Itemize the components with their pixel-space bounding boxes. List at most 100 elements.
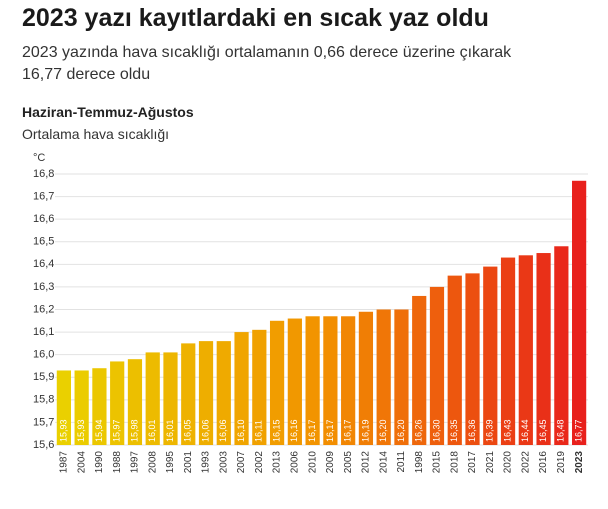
chart-heading: Haziran-Temmuz-Ağustos [22, 104, 194, 120]
value-label: 16,06 [200, 419, 210, 442]
value-label: 15,98 [129, 419, 139, 442]
bar [145, 352, 160, 445]
x-tick-label: 1988 [112, 451, 123, 474]
value-label: 16,44 [520, 419, 530, 442]
bar [181, 343, 196, 445]
x-tick-label: 2009 [325, 451, 336, 474]
value-label: 16,17 [307, 419, 317, 442]
x-tick-label: 2014 [378, 451, 389, 474]
x-tick-label: 2013 [272, 451, 283, 474]
bar [536, 253, 551, 445]
x-tick-label: 1995 [165, 451, 176, 474]
bar [56, 370, 71, 445]
bar [465, 273, 480, 445]
y-tick-label: 16,3 [33, 281, 54, 293]
bar [572, 180, 587, 445]
x-tick-label: 2003 [218, 451, 229, 474]
y-tick-label: 16,8 [33, 168, 54, 180]
x-tick-label: 2021 [485, 451, 496, 474]
x-tick-label: 2008 [147, 451, 158, 474]
bar [554, 246, 569, 445]
y-tick-label: 16,1 [33, 326, 54, 338]
value-label: 16,17 [325, 419, 335, 442]
bar [412, 295, 427, 445]
x-tick-label: 2020 [503, 451, 514, 474]
x-tick-label: 2015 [432, 451, 443, 474]
x-tick-label: 2011 [396, 451, 407, 473]
value-label: 16,30 [431, 419, 441, 442]
value-label: 16,26 [414, 419, 424, 442]
bar [163, 352, 178, 445]
x-tick-label: 2023 [574, 451, 585, 474]
value-label: 16,05 [183, 419, 193, 442]
bar [518, 255, 533, 445]
x-tick-label: 2016 [538, 451, 549, 474]
bar [483, 266, 498, 445]
bar [341, 316, 356, 445]
y-tick-label: 16,6 [33, 213, 54, 225]
subtitle: 2023 yazında hava sıcaklığı ortalamanın … [22, 44, 512, 83]
value-label: 16,20 [396, 419, 406, 442]
x-tick-label: 2002 [254, 451, 265, 474]
bar [110, 361, 125, 445]
value-label: 16,43 [502, 419, 512, 442]
value-label: 16,36 [467, 419, 477, 442]
bar [323, 316, 338, 445]
x-tick-label: 2012 [361, 451, 372, 474]
bar [252, 329, 267, 445]
bar [376, 309, 391, 445]
y-axis-label: Ortalama hava sıcaklığı [22, 126, 170, 142]
value-label: 16,11 [254, 420, 264, 442]
bar [429, 286, 445, 445]
y-tick-label: 16,2 [33, 303, 54, 315]
x-tick-label: 2019 [556, 451, 567, 474]
y-tick-label: 16,5 [33, 236, 54, 248]
x-tick-label: 1987 [59, 451, 70, 474]
value-label: 15,97 [112, 419, 122, 442]
x-tick-label: 2017 [467, 451, 478, 474]
value-label: 16,06 [218, 419, 228, 442]
x-tick-label: 1990 [94, 451, 105, 474]
value-label: 16,01 [165, 419, 175, 442]
chart-title: 2023 yazı kayıtlardaki en sıcak yaz oldu [22, 4, 489, 32]
y-tick-label: 16,4 [33, 258, 54, 270]
bar [234, 332, 249, 445]
x-tick-label: 2001 [183, 451, 194, 474]
x-tick-label: 2004 [76, 451, 87, 474]
value-label: 15,94 [94, 419, 104, 442]
value-label: 15,93 [58, 419, 68, 442]
bar [287, 318, 302, 445]
x-tick-label: 2007 [236, 451, 247, 474]
x-tick-label: 2005 [343, 451, 354, 474]
y-tick-label: 16,0 [33, 349, 54, 361]
bar [74, 370, 89, 445]
bar [358, 311, 374, 445]
x-tick-label: 1993 [201, 451, 212, 474]
value-label: 16,10 [236, 419, 246, 442]
bar [127, 359, 143, 445]
y-tick-label: 16,7 [33, 190, 54, 202]
bar [92, 368, 107, 445]
bar [447, 275, 462, 445]
value-label: 15,93 [76, 419, 86, 442]
value-label: 16,19 [360, 419, 370, 442]
value-label: 16,15 [271, 419, 281, 442]
y-tick-label: 15,6 [33, 439, 54, 451]
x-tick-label: 1998 [414, 451, 425, 474]
y-tick-label: 15,7 [33, 416, 54, 428]
y-tick-label: 15,8 [33, 394, 54, 406]
value-label: 16,17 [343, 419, 353, 442]
value-label: 16,48 [556, 419, 566, 442]
y-unit: °C [33, 152, 45, 164]
x-tick-label: 2018 [449, 451, 460, 474]
value-label: 16,77 [573, 419, 583, 442]
value-label: 16,16 [289, 419, 299, 442]
x-tick-label: 2022 [520, 451, 531, 474]
value-label: 16,35 [449, 419, 459, 442]
bar [500, 257, 516, 445]
bar [394, 309, 409, 445]
x-tick-label: 2010 [307, 451, 318, 474]
bar [216, 341, 231, 445]
